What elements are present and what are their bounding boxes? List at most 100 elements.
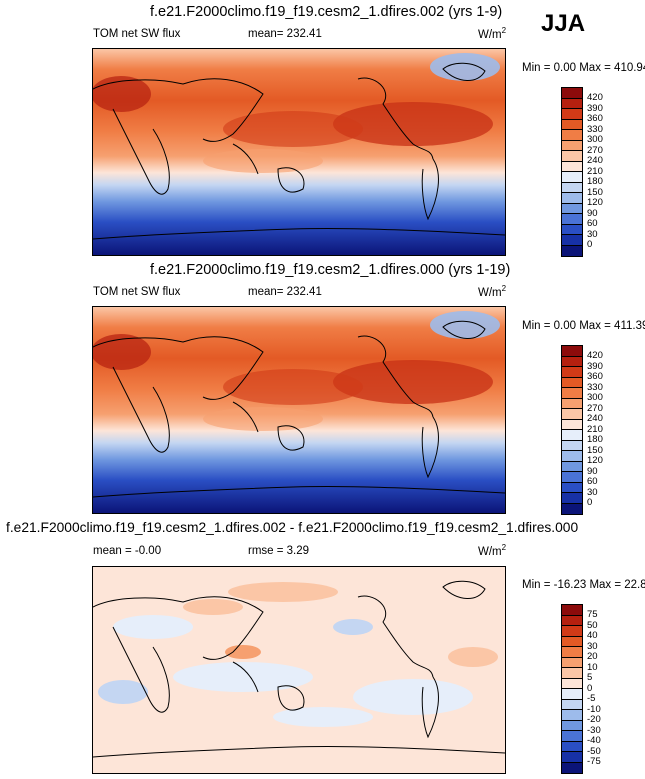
- panel-1-map: [92, 48, 506, 256]
- colorbar-tick-label: 420: [587, 350, 603, 361]
- colorbar-swatch: [562, 503, 582, 514]
- colorbar-tick-label: -40: [587, 735, 601, 746]
- colorbar-swatch: [562, 409, 582, 420]
- colorbar-swatch: [562, 245, 582, 256]
- colorbar-tick-label: 0: [587, 682, 593, 694]
- colorbar-tick-label: 30: [587, 640, 598, 652]
- colorbar-tick-label: 270: [587, 144, 603, 156]
- panel-3-colorbar: [561, 604, 583, 774]
- colorbar-tick-label: 20: [587, 651, 598, 662]
- colorbar-swatch: [562, 235, 582, 246]
- panel-3-map: [92, 566, 506, 774]
- colorbar-tick-label: 150: [587, 186, 603, 198]
- colorbar-tick-label: 90: [587, 465, 598, 477]
- colorbar-swatch: [562, 720, 582, 731]
- colorbar-swatch: [562, 398, 582, 409]
- colorbar-tick-label: 330: [587, 381, 603, 393]
- colorbar-tick-label: 360: [587, 371, 603, 382]
- colorbar-tick-label: -20: [587, 714, 601, 725]
- colorbar-swatch: [562, 140, 582, 151]
- colorbar-swatch: [562, 203, 582, 214]
- colorbar-tick-label: 360: [587, 113, 603, 124]
- colorbar-swatch: [562, 668, 582, 679]
- colorbar-tick-label: 180: [587, 176, 603, 187]
- colorbar-swatch: [562, 119, 582, 130]
- colorbar-swatch: [562, 98, 582, 109]
- panel-3-units: W/m2: [478, 543, 507, 558]
- colorbar-swatch: [562, 731, 582, 742]
- colorbar-swatch: [562, 388, 582, 399]
- colorbar-swatch: [562, 678, 582, 689]
- panel-2-title: f.e21.F2000climo.f19_f19.cesm2_1.dfires.…: [150, 262, 511, 278]
- colorbar-swatch: [562, 367, 582, 378]
- panel-1-colorbar: [561, 87, 583, 257]
- colorbar-swatch: [562, 88, 582, 99]
- colorbar-tick-label: 0: [587, 497, 593, 508]
- colorbar-swatch: [562, 109, 582, 120]
- panel-2-colorbar: [561, 345, 583, 515]
- colorbar-swatch: [562, 752, 582, 763]
- colorbar-tick-label: 120: [587, 197, 603, 208]
- colorbar-swatch: [562, 626, 582, 637]
- colorbar-tick-label: -75: [587, 756, 601, 767]
- colorbar-tick-label: -10: [587, 703, 601, 715]
- colorbar-tick-label: -30: [587, 724, 601, 736]
- colorbar-swatch: [562, 172, 582, 183]
- colorbar-tick-label: 390: [587, 102, 603, 114]
- colorbar-tick-label: 210: [587, 165, 603, 177]
- colorbar-tick-label: 240: [587, 155, 603, 166]
- colorbar-swatch: [562, 130, 582, 141]
- panel-2-variable-label: TOM net SW flux: [93, 286, 181, 298]
- colorbar-tick-label: 420: [587, 92, 603, 103]
- panel-1-minmax: Min = 0.00 Max = 410.94: [522, 62, 645, 74]
- season-label: JJA: [541, 10, 586, 37]
- colorbar-tick-label: 180: [587, 434, 603, 445]
- colorbar-tick-label: 5: [587, 672, 593, 683]
- colorbar-swatch: [562, 161, 582, 172]
- colorbar-tick-label: 30: [587, 228, 598, 240]
- panel-2-minmax: Min = 0.00 Max = 411.39: [522, 320, 645, 332]
- colorbar-tick-label: 210: [587, 423, 603, 435]
- colorbar-swatch: [562, 461, 582, 472]
- colorbar-swatch: [562, 224, 582, 235]
- colorbar-swatch: [562, 377, 582, 388]
- colorbar-tick-label: 30: [587, 486, 598, 498]
- colorbar-tick-label: 300: [587, 392, 603, 403]
- colorbar-tick-label: 40: [587, 630, 598, 641]
- colorbar-tick-label: 120: [587, 455, 603, 466]
- panel-2-map: [92, 306, 506, 514]
- colorbar-swatch: [562, 472, 582, 483]
- colorbar-swatch: [562, 430, 582, 441]
- panel-3-rmse-label: rmse = 3.29: [248, 545, 310, 557]
- colorbar-tick-label: -50: [587, 745, 601, 757]
- colorbar-swatch: [562, 657, 582, 668]
- colorbar-swatch: [562, 647, 582, 658]
- colorbar-swatch: [562, 193, 582, 204]
- colorbar-swatch: [562, 699, 582, 710]
- colorbar-tick-label: 240: [587, 413, 603, 424]
- colorbar-tick-label: 150: [587, 444, 603, 456]
- colorbar-swatch: [562, 493, 582, 504]
- colorbar-swatch: [562, 605, 582, 616]
- panel-3-minmax: Min = -16.23 Max = 22.80: [522, 579, 645, 591]
- colorbar-swatch: [562, 214, 582, 225]
- colorbar-swatch: [562, 636, 582, 647]
- colorbar-tick-label: 10: [587, 661, 598, 673]
- colorbar-swatch: [562, 440, 582, 451]
- colorbar-swatch: [562, 482, 582, 493]
- panel-1-title: f.e21.F2000climo.f19_f19.cesm2_1.dfires.…: [150, 4, 503, 20]
- colorbar-swatch: [562, 741, 582, 752]
- panel-3-title: f.e21.F2000climo.f19_f19.cesm2_1.dfires.…: [6, 520, 579, 535]
- colorbar-tick-label: 60: [587, 218, 598, 229]
- colorbar-swatch: [562, 151, 582, 162]
- colorbar-swatch: [562, 689, 582, 700]
- colorbar-tick-label: 0: [587, 239, 593, 250]
- colorbar-tick-label: 50: [587, 619, 598, 631]
- colorbar-swatch: [562, 615, 582, 626]
- colorbar-tick-label: 60: [587, 476, 598, 487]
- colorbar-tick-label: 90: [587, 207, 598, 219]
- colorbar-swatch: [562, 346, 582, 357]
- colorbar-tick-label: -5: [587, 693, 596, 704]
- colorbar-tick-label: 330: [587, 123, 603, 135]
- panel-2-units: W/m2: [478, 284, 507, 299]
